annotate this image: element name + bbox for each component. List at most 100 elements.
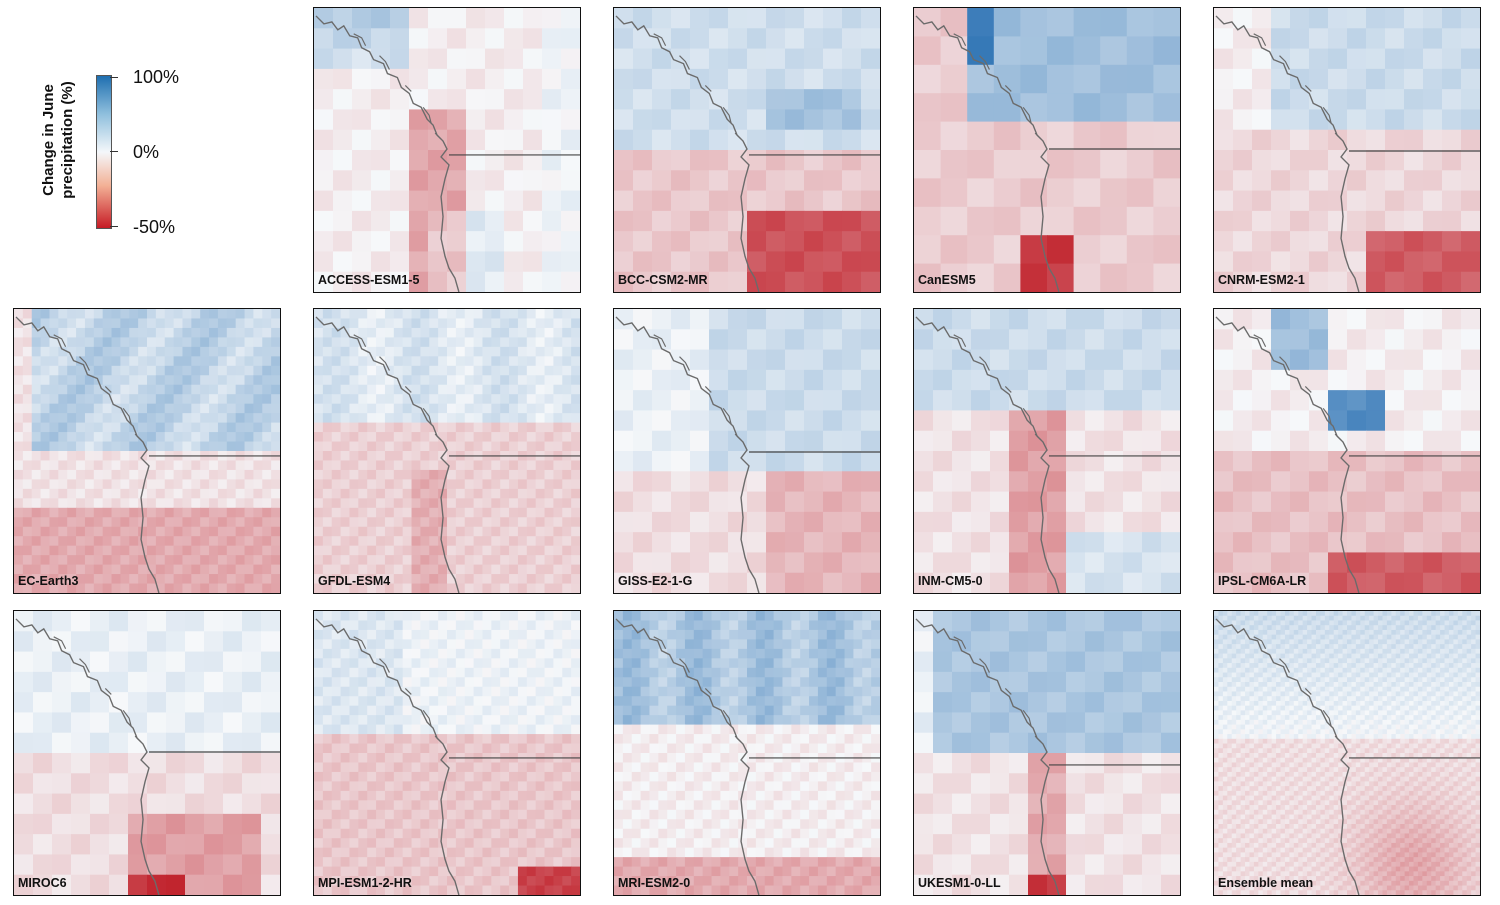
grid-cell — [464, 828, 475, 839]
grid-cell — [128, 671, 148, 693]
grid-cell — [967, 8, 995, 37]
grid-cell — [331, 876, 342, 887]
grid-cell — [314, 611, 324, 622]
grid-cell — [711, 800, 721, 811]
grid-cell — [708, 390, 729, 412]
grid-cell — [147, 753, 167, 774]
grid-cell — [632, 150, 653, 171]
grid-cell — [367, 375, 377, 386]
grid-cell — [438, 828, 448, 839]
grid-cell — [367, 819, 377, 830]
grid-cell — [1308, 369, 1329, 391]
grid-cell — [473, 309, 484, 320]
grid-cell — [861, 271, 880, 292]
grid-cell — [314, 441, 324, 452]
grid-cell — [261, 874, 280, 895]
grid-cell — [331, 771, 342, 782]
grid-cell — [1122, 552, 1143, 574]
grid-cell — [1161, 309, 1180, 330]
grid-cell — [500, 705, 510, 716]
grid-cell — [408, 109, 429, 131]
grid-cell — [411, 715, 421, 726]
grid-cell — [147, 813, 167, 835]
grid-cell — [331, 639, 342, 650]
map-panel-cnrm-esm2-1: CNRM-ESM2-1 — [1213, 7, 1481, 293]
grid-cell — [314, 734, 324, 745]
grid-cell — [447, 790, 457, 801]
grid-cell — [804, 210, 824, 232]
grid-cell — [76, 536, 86, 547]
grid-cell — [447, 327, 457, 338]
grid-cell — [420, 394, 430, 405]
grid-cell — [331, 555, 342, 566]
grid-cell — [1214, 89, 1234, 111]
grid-cell — [571, 460, 580, 471]
grid-cell — [31, 526, 42, 537]
grid-cell — [622, 715, 633, 726]
grid-cell — [473, 498, 484, 509]
grid-cell — [262, 394, 272, 405]
grid-cell — [822, 89, 843, 111]
grid-cell — [720, 639, 730, 650]
grid-cell — [932, 532, 953, 554]
grid-cell — [244, 422, 254, 433]
grid-cell — [102, 384, 113, 395]
grid-cell — [349, 667, 359, 678]
grid-cell — [191, 574, 201, 585]
grid-cell — [940, 93, 968, 123]
grid-cell — [173, 375, 184, 386]
grid-cell — [509, 876, 519, 887]
grid-cell — [191, 384, 201, 395]
grid-cell — [658, 686, 668, 697]
grid-cell — [244, 526, 254, 537]
grid-cell — [455, 545, 466, 556]
grid-cell — [822, 430, 843, 452]
grid-cell — [614, 743, 624, 754]
grid-cell — [340, 403, 351, 414]
grid-cell — [120, 327, 130, 338]
grid-cell — [376, 574, 386, 585]
grid-cell — [562, 828, 572, 839]
grid-cell — [367, 555, 377, 566]
grid-cell — [631, 667, 642, 678]
grid-cell — [782, 838, 792, 849]
grid-cell — [393, 403, 404, 414]
grid-cell — [393, 451, 404, 462]
grid-cell — [1020, 263, 1048, 292]
grid-cell — [535, 724, 546, 735]
grid-cell — [185, 753, 205, 774]
grid-cell — [402, 696, 413, 707]
grid-cell — [455, 555, 466, 566]
grid-cell — [128, 874, 148, 895]
grid-cell — [241, 671, 262, 693]
grid-cell — [562, 838, 572, 849]
grid-cell — [826, 790, 837, 801]
grid-cell — [314, 231, 334, 253]
grid-cell — [147, 526, 157, 537]
grid-cell — [667, 648, 677, 659]
grid-cell — [93, 460, 104, 471]
grid-cell — [1047, 36, 1075, 66]
grid-cell — [340, 564, 351, 575]
grid-cell — [165, 753, 186, 774]
grid-cell — [314, 838, 324, 849]
grid-cell — [52, 732, 72, 754]
grid-cell — [1104, 410, 1124, 432]
grid-cell — [614, 511, 634, 533]
grid-cell — [861, 369, 880, 391]
grid-cell — [102, 422, 113, 433]
grid-cell — [429, 346, 439, 357]
grid-cell — [84, 479, 95, 490]
grid-cell — [120, 413, 130, 424]
grid-cell — [755, 715, 766, 726]
grid-cell — [817, 819, 828, 830]
grid-cell — [649, 715, 659, 726]
grid-cell — [314, 667, 324, 678]
grid-cell — [111, 536, 121, 547]
grid-cell — [1085, 532, 1105, 554]
grid-cell — [384, 781, 395, 792]
grid-cell — [402, 743, 413, 754]
grid-cell — [464, 498, 475, 509]
grid-cell — [861, 68, 880, 90]
grid-cell — [800, 762, 810, 773]
